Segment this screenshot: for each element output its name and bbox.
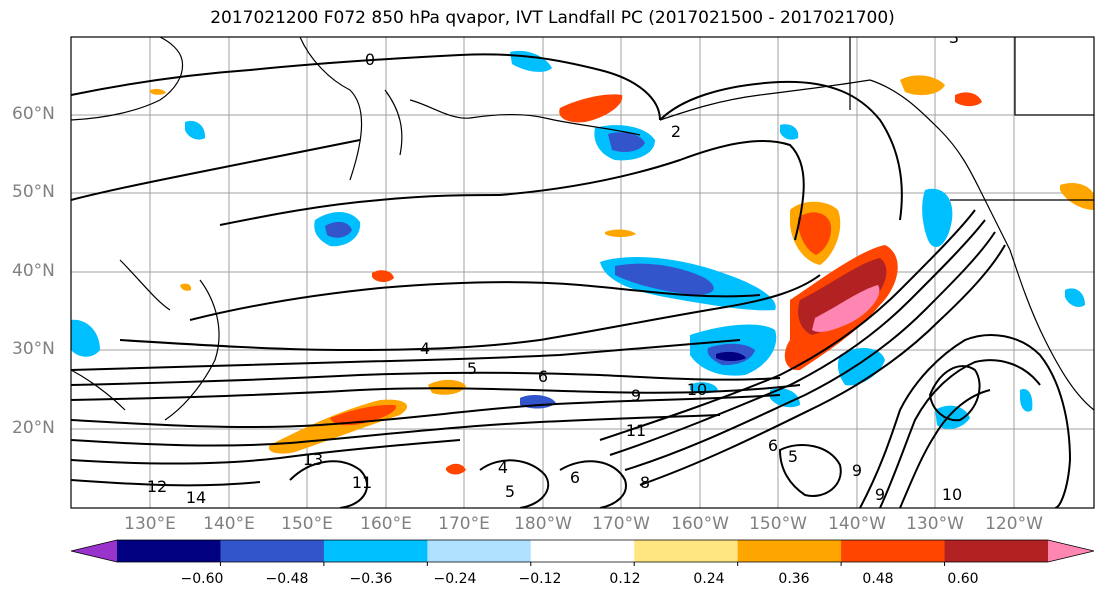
colorbar-tick-label: 0.12 <box>609 571 641 587</box>
colorbar-segment <box>220 540 325 562</box>
positive-anomaly-region <box>428 379 466 395</box>
colorbar-extend-max <box>1048 540 1094 562</box>
lon-label: 130°W <box>906 514 964 534</box>
negative-anomaly-region <box>716 351 746 361</box>
contour-label: 0 <box>365 50 375 69</box>
positive-anomaly-region <box>330 404 396 426</box>
positive-anomaly-region <box>605 229 636 237</box>
lon-label: 140°W <box>828 514 886 534</box>
contour-label: 3 <box>949 28 959 47</box>
map-plot-area: 0 2 4 5 6 9 10 11 12 13 14 4 5 6 8 9 9 1… <box>71 28 1094 508</box>
contour-label: 9 <box>852 461 862 480</box>
colorbar-segment <box>944 540 1049 562</box>
positive-anomaly-region <box>812 285 880 333</box>
contour-labels: 0 2 4 5 6 9 10 11 12 13 14 4 5 6 8 9 9 1… <box>147 28 962 507</box>
lon-label: 160°W <box>671 514 729 534</box>
colorbar-segment <box>737 540 842 562</box>
colorbar-tick-label: −0.48 <box>265 571 309 587</box>
colorbar-tick-label: −0.60 <box>180 571 224 587</box>
map-title: 2017021200 F072 850 hPa qvapor, IVT Land… <box>210 8 895 28</box>
contour-label: 11 <box>352 473 372 492</box>
contour-label: 5 <box>505 482 515 501</box>
lon-label: 150°W <box>749 514 807 534</box>
qvapor-anomaly-shading <box>71 50 1094 475</box>
lon-label: 120°W <box>985 514 1043 534</box>
colorbar-tick-label: 0.48 <box>862 571 894 587</box>
contour-label: 13 <box>303 450 323 469</box>
colorbar-segment <box>323 540 428 562</box>
colorbar <box>70 539 1095 566</box>
lon-label: 180°W <box>514 514 572 534</box>
contour-label: 9 <box>631 386 641 405</box>
negative-anomaly-region <box>780 124 799 140</box>
lon-label: 170°E <box>438 514 490 534</box>
colorbar-extend-min <box>71 540 117 562</box>
negative-anomaly-region <box>71 319 100 357</box>
lat-label: 40°N <box>12 261 55 281</box>
contour-label: 6 <box>570 468 580 487</box>
lat-label: 60°N <box>12 104 55 124</box>
lon-label: 160°E <box>360 514 412 534</box>
negative-anomaly-region <box>922 188 953 248</box>
colorbar-tick-label: −0.24 <box>433 571 477 587</box>
positive-anomaly-region <box>150 89 166 95</box>
contour-label: 8 <box>640 473 650 492</box>
contour-label: 6 <box>538 367 548 386</box>
colorbar-tick-label: 0.36 <box>778 571 810 587</box>
contour-label: 4 <box>420 339 430 358</box>
contour-label: 11 <box>626 421 646 440</box>
positive-anomaly-region <box>900 75 945 96</box>
negative-anomaly-region <box>837 348 885 386</box>
negative-anomaly-region <box>325 221 352 238</box>
lat-label: 50°N <box>12 182 55 202</box>
contour-label: 4 <box>498 458 508 477</box>
positive-anomaly-region <box>180 283 192 291</box>
positive-anomaly-region <box>372 270 394 283</box>
lon-label: 170°W <box>592 514 650 534</box>
colorbar-segment <box>117 540 221 562</box>
lon-label: 150°E <box>281 514 333 534</box>
positive-anomaly-region <box>559 94 623 123</box>
positive-anomaly-region <box>1060 183 1094 210</box>
contour-label: 6 <box>768 436 778 455</box>
negative-anomaly-region <box>185 120 206 140</box>
contour-label: 2 <box>671 122 681 141</box>
colorbar-outline <box>70 539 1095 563</box>
positive-anomaly-region <box>798 212 832 255</box>
contour-label: 14 <box>186 488 206 507</box>
negative-anomaly-region <box>608 132 645 152</box>
positive-anomaly-region <box>955 92 982 107</box>
colorbar-segment <box>427 540 532 562</box>
contour-label: 5 <box>467 359 477 378</box>
coastlines <box>71 37 1094 421</box>
positive-anomaly-region <box>446 463 466 475</box>
lon-label: 130°E <box>124 514 176 534</box>
colorbar-segment <box>841 540 946 562</box>
colorbar-tick-label: −0.36 <box>349 571 393 587</box>
colorbar-tick-label: 0.24 <box>693 571 725 587</box>
negative-anomaly-region <box>1065 288 1085 308</box>
lat-label: 30°N <box>12 339 55 359</box>
contour-label: 10 <box>687 380 707 399</box>
contour-label: 5 <box>788 447 798 466</box>
negative-anomaly-region <box>1020 389 1033 412</box>
contour-label: 9 <box>875 485 885 504</box>
colorbar-segment <box>530 540 635 562</box>
map-frame <box>70 36 1095 509</box>
colorbar-segment <box>634 540 739 562</box>
ivt-contours <box>71 53 1072 508</box>
lon-label: 140°E <box>203 514 255 534</box>
contour-label: 12 <box>147 477 167 496</box>
negative-anomaly-region <box>770 388 800 408</box>
contour-label: 10 <box>942 485 962 504</box>
lat-label: 20°N <box>12 418 55 438</box>
colorbar-tick-label: −0.12 <box>518 571 562 587</box>
negative-anomaly-region <box>615 263 714 295</box>
colorbar-tick-label: 0.60 <box>947 571 979 587</box>
